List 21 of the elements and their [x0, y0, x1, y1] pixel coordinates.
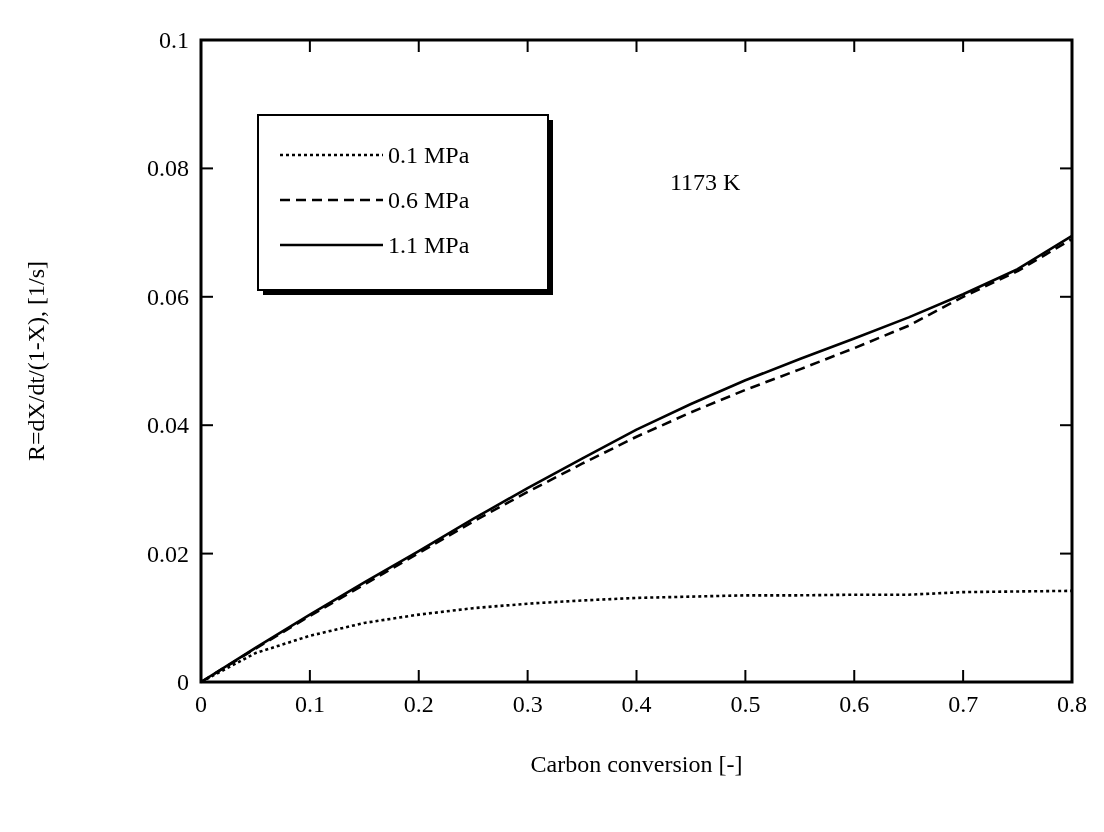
legend-label: 1.1 MPa [388, 232, 470, 258]
x-axis-title: Carbon conversion [-] [530, 751, 743, 777]
x-tick-label: 0.8 [1057, 691, 1087, 717]
x-tick-label: 0.4 [621, 691, 652, 717]
y-axis-title: R=dX/dt/(1-X), [1/s] [23, 260, 49, 462]
legend-label: 0.6 MPa [388, 187, 470, 213]
x-tick-label: 0.5 [730, 691, 761, 717]
x-tick-label: 0.3 [512, 691, 543, 717]
x-tick-label: 0.6 [839, 691, 870, 717]
legend-label: 0.1 MPa [388, 142, 470, 168]
y-tick-label: 0.08 [147, 155, 189, 182]
y-tick-label: 0 [177, 669, 189, 695]
x-tick-label: 0.2 [403, 691, 434, 717]
x-tick-label: 0 [195, 691, 207, 717]
y-tick-label: 0.06 [147, 283, 189, 310]
x-tick-label: 0.1 [294, 691, 325, 717]
x-tick-label: 0.7 [948, 691, 979, 717]
annotation: 1173 K [670, 169, 742, 195]
y-tick-label: 0.1 [159, 27, 189, 53]
y-tick-label: 0.04 [147, 412, 189, 439]
y-tick-label: 0.02 [147, 540, 189, 567]
